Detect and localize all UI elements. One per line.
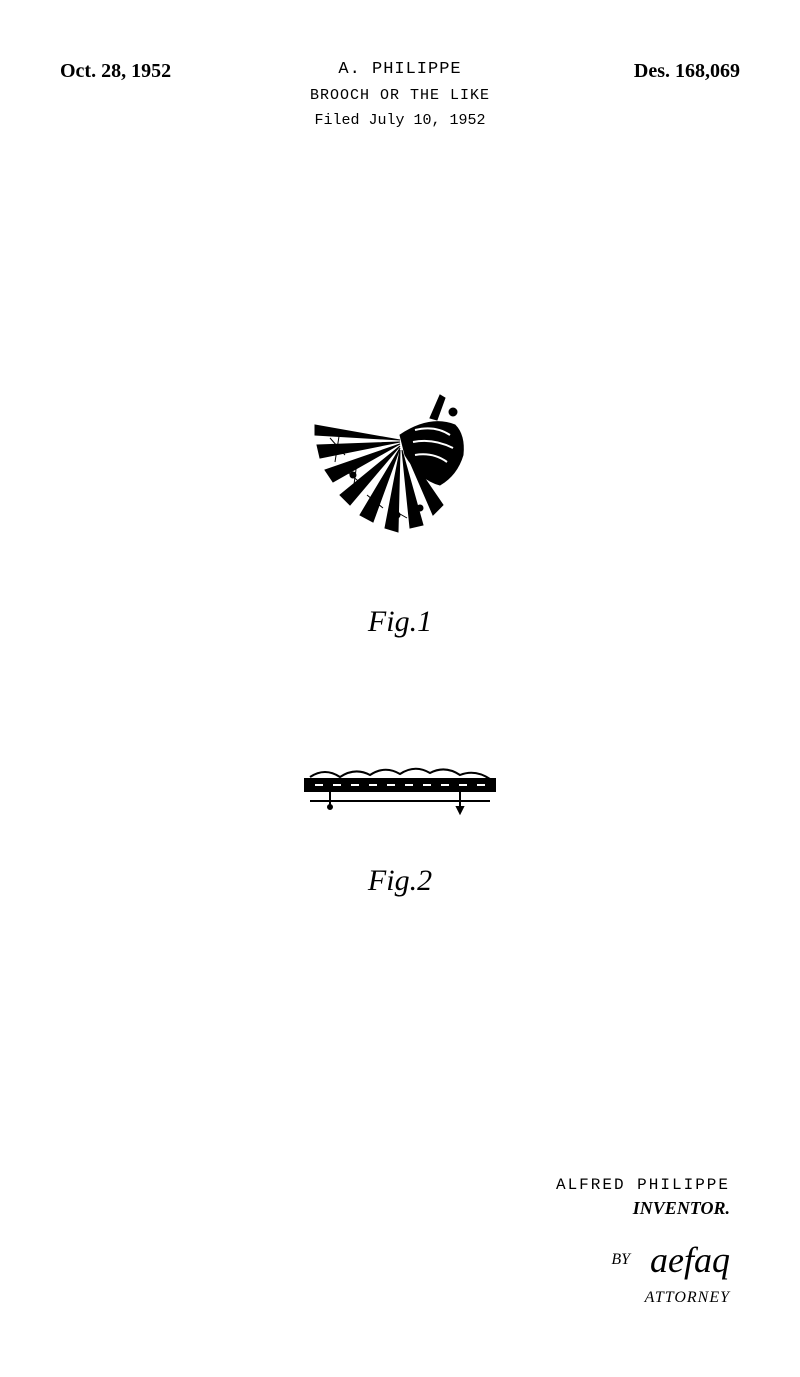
by-text: BY: [611, 1251, 630, 1269]
figures-area: Fig.1: [285, 380, 515, 898]
attorney-signature: aefaq: [650, 1239, 730, 1281]
by-line: BY aefaq: [556, 1239, 730, 1281]
center-header: A. PHILIPPE BROOCH OR THE LIKE Filed Jul…: [310, 60, 490, 129]
fig2-label: Fig.2: [285, 864, 515, 898]
patent-title: BROOCH OR THE LIKE: [310, 87, 490, 104]
inventor-label: INVENTOR.: [556, 1198, 730, 1219]
inventor-full-name: ALFRED PHILIPPE: [556, 1176, 730, 1194]
brooch-front-drawing: [285, 380, 515, 560]
brooch-side-drawing: [285, 759, 515, 819]
inventor-name: A. PHILIPPE: [310, 60, 490, 79]
attorney-label: ATTORNEY: [556, 1289, 730, 1307]
filed-date: Filed July 10, 1952: [310, 112, 490, 129]
page-header: Oct. 28, 1952 A. PHILIPPE BROOCH OR THE …: [0, 0, 800, 83]
patent-number: Des. 168,069: [634, 60, 740, 83]
figure-1: Fig.1: [285, 380, 515, 639]
issue-date: Oct. 28, 1952: [60, 60, 171, 83]
figure-2: Fig.2: [285, 759, 515, 898]
fig1-label: Fig.1: [285, 605, 515, 639]
signature-block: ALFRED PHILIPPE INVENTOR. BY aefaq ATTOR…: [556, 1176, 730, 1307]
